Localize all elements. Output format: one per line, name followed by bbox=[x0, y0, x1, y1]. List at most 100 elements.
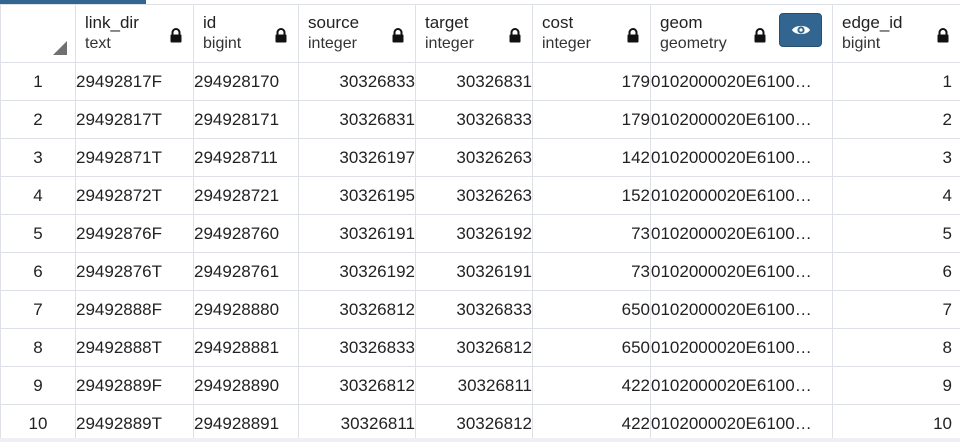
row-number[interactable]: 9 bbox=[0, 366, 76, 405]
cell-link-dir[interactable]: 29492872T bbox=[75, 176, 194, 215]
row-number[interactable]: 8 bbox=[0, 328, 76, 367]
row-number[interactable]: 4 bbox=[0, 176, 76, 215]
cell-target[interactable]: 30326263 bbox=[415, 138, 533, 177]
cell-geom[interactable]: 0102000020E6100… bbox=[650, 214, 833, 253]
cell-source[interactable]: 30326812 bbox=[298, 366, 416, 405]
cell-id[interactable]: 294928170 bbox=[193, 62, 299, 101]
cell-geom[interactable]: 0102000020E6100… bbox=[650, 100, 833, 139]
cell-link-dir[interactable]: 29492888T bbox=[75, 328, 194, 367]
cell-source[interactable]: 30326192 bbox=[298, 252, 416, 291]
view-geometry-button[interactable] bbox=[779, 13, 822, 47]
column-header-link-dir[interactable]: link_dir text bbox=[75, 4, 194, 63]
row-number[interactable]: 2 bbox=[0, 100, 76, 139]
cell-geom[interactable]: 0102000020E6100… bbox=[650, 328, 833, 367]
cell-cost[interactable]: 142 bbox=[532, 138, 651, 177]
cell-cost[interactable]: 179 bbox=[532, 100, 651, 139]
table-row[interactable]: 3 29492871T 294928711 30326197 30326263 … bbox=[0, 138, 960, 177]
cell-source[interactable]: 30326197 bbox=[298, 138, 416, 177]
cell-link-dir[interactable]: 29492876F bbox=[75, 214, 194, 253]
cell-id[interactable]: 294928881 bbox=[193, 328, 299, 367]
cell-edge-id[interactable]: 3 bbox=[832, 138, 960, 177]
column-type: geometry bbox=[660, 35, 727, 52]
table-row[interactable]: 4 29492872T 294928721 30326195 30326263 … bbox=[0, 176, 960, 215]
cell-edge-id[interactable]: 7 bbox=[832, 290, 960, 329]
cell-target[interactable]: 30326811 bbox=[415, 366, 533, 405]
table-row[interactable]: 10 29492889T 294928891 30326811 30326812… bbox=[0, 404, 960, 442]
cell-edge-id[interactable]: 10 bbox=[832, 404, 960, 442]
cell-source[interactable]: 30326812 bbox=[298, 290, 416, 329]
cell-target[interactable]: 30326812 bbox=[415, 404, 533, 442]
cell-cost[interactable]: 73 bbox=[532, 214, 651, 253]
cell-source[interactable]: 30326833 bbox=[298, 328, 416, 367]
select-all-corner[interactable] bbox=[0, 4, 76, 63]
table-row[interactable]: 9 29492889F 294928890 30326812 30326811 … bbox=[0, 366, 960, 405]
cell-source[interactable]: 30326195 bbox=[298, 176, 416, 215]
cell-edge-id[interactable]: 8 bbox=[832, 328, 960, 367]
cell-geom[interactable]: 0102000020E6100… bbox=[650, 138, 833, 177]
cell-geom[interactable]: 0102000020E6100… bbox=[650, 176, 833, 215]
cell-target[interactable]: 30326833 bbox=[415, 100, 533, 139]
cell-edge-id[interactable]: 1 bbox=[832, 62, 960, 101]
cell-id[interactable]: 294928880 bbox=[193, 290, 299, 329]
cell-source[interactable]: 30326833 bbox=[298, 62, 416, 101]
cell-cost[interactable]: 650 bbox=[532, 328, 651, 367]
cell-target[interactable]: 30326192 bbox=[415, 214, 533, 253]
cell-link-dir[interactable]: 29492889T bbox=[75, 404, 194, 442]
row-number[interactable]: 3 bbox=[0, 138, 76, 177]
table-row[interactable]: 1 29492817F 294928170 30326833 30326831 … bbox=[0, 62, 960, 101]
cell-id[interactable]: 294928171 bbox=[193, 100, 299, 139]
cell-id[interactable]: 294928890 bbox=[193, 366, 299, 405]
cell-link-dir[interactable]: 29492817F bbox=[75, 62, 194, 101]
column-header-source[interactable]: source integer bbox=[298, 4, 416, 63]
cell-source[interactable]: 30326811 bbox=[298, 404, 416, 442]
table-row[interactable]: 5 29492876F 294928760 30326191 30326192 … bbox=[0, 214, 960, 253]
cell-cost[interactable]: 179 bbox=[532, 62, 651, 101]
cell-id[interactable]: 294928760 bbox=[193, 214, 299, 253]
cell-cost[interactable]: 422 bbox=[532, 404, 651, 442]
cell-id[interactable]: 294928891 bbox=[193, 404, 299, 442]
cell-geom[interactable]: 0102000020E6100… bbox=[650, 404, 833, 442]
cell-target[interactable]: 30326191 bbox=[415, 252, 533, 291]
cell-id[interactable]: 294928721 bbox=[193, 176, 299, 215]
row-number[interactable]: 7 bbox=[0, 290, 76, 329]
cell-cost[interactable]: 73 bbox=[532, 252, 651, 291]
horizontal-scrollbar-track[interactable] bbox=[0, 438, 960, 442]
column-header-edge-id[interactable]: edge_id bigint bbox=[832, 4, 960, 63]
cell-edge-id[interactable]: 4 bbox=[832, 176, 960, 215]
row-number[interactable]: 10 bbox=[0, 404, 76, 442]
row-number[interactable]: 5 bbox=[0, 214, 76, 253]
cell-link-dir[interactable]: 29492817T bbox=[75, 100, 194, 139]
table-row[interactable]: 2 29492817T 294928171 30326831 30326833 … bbox=[0, 100, 960, 139]
cell-link-dir[interactable]: 29492876T bbox=[75, 252, 194, 291]
cell-id[interactable]: 294928761 bbox=[193, 252, 299, 291]
table-row[interactable]: 7 29492888F 294928880 30326812 30326833 … bbox=[0, 290, 960, 329]
cell-cost[interactable]: 422 bbox=[532, 366, 651, 405]
cell-source[interactable]: 30326191 bbox=[298, 214, 416, 253]
cell-link-dir[interactable]: 29492871T bbox=[75, 138, 194, 177]
cell-id[interactable]: 294928711 bbox=[193, 138, 299, 177]
cell-geom[interactable]: 0102000020E6100… bbox=[650, 252, 833, 291]
cell-edge-id[interactable]: 5 bbox=[832, 214, 960, 253]
column-header-target[interactable]: target integer bbox=[415, 4, 533, 63]
cell-edge-id[interactable]: 2 bbox=[832, 100, 960, 139]
cell-cost[interactable]: 650 bbox=[532, 290, 651, 329]
cell-edge-id[interactable]: 6 bbox=[832, 252, 960, 291]
row-number[interactable]: 1 bbox=[0, 62, 76, 101]
cell-source[interactable]: 30326831 bbox=[298, 100, 416, 139]
cell-link-dir[interactable]: 29492888F bbox=[75, 290, 194, 329]
column-header-cost[interactable]: cost integer bbox=[532, 4, 651, 63]
cell-geom[interactable]: 0102000020E6100… bbox=[650, 290, 833, 329]
cell-target[interactable]: 30326833 bbox=[415, 290, 533, 329]
cell-cost[interactable]: 152 bbox=[532, 176, 651, 215]
cell-geom[interactable]: 0102000020E6100… bbox=[650, 366, 833, 405]
cell-target[interactable]: 30326263 bbox=[415, 176, 533, 215]
row-number[interactable]: 6 bbox=[0, 252, 76, 291]
table-row[interactable]: 8 29492888T 294928881 30326833 30326812 … bbox=[0, 328, 960, 367]
cell-edge-id[interactable]: 9 bbox=[832, 366, 960, 405]
cell-target[interactable]: 30326812 bbox=[415, 328, 533, 367]
column-header-id[interactable]: id bigint bbox=[193, 4, 299, 63]
table-row[interactable]: 6 29492876T 294928761 30326192 30326191 … bbox=[0, 252, 960, 291]
cell-target[interactable]: 30326831 bbox=[415, 62, 533, 101]
cell-link-dir[interactable]: 29492889F bbox=[75, 366, 194, 405]
cell-geom[interactable]: 0102000020E6100… bbox=[650, 62, 833, 101]
